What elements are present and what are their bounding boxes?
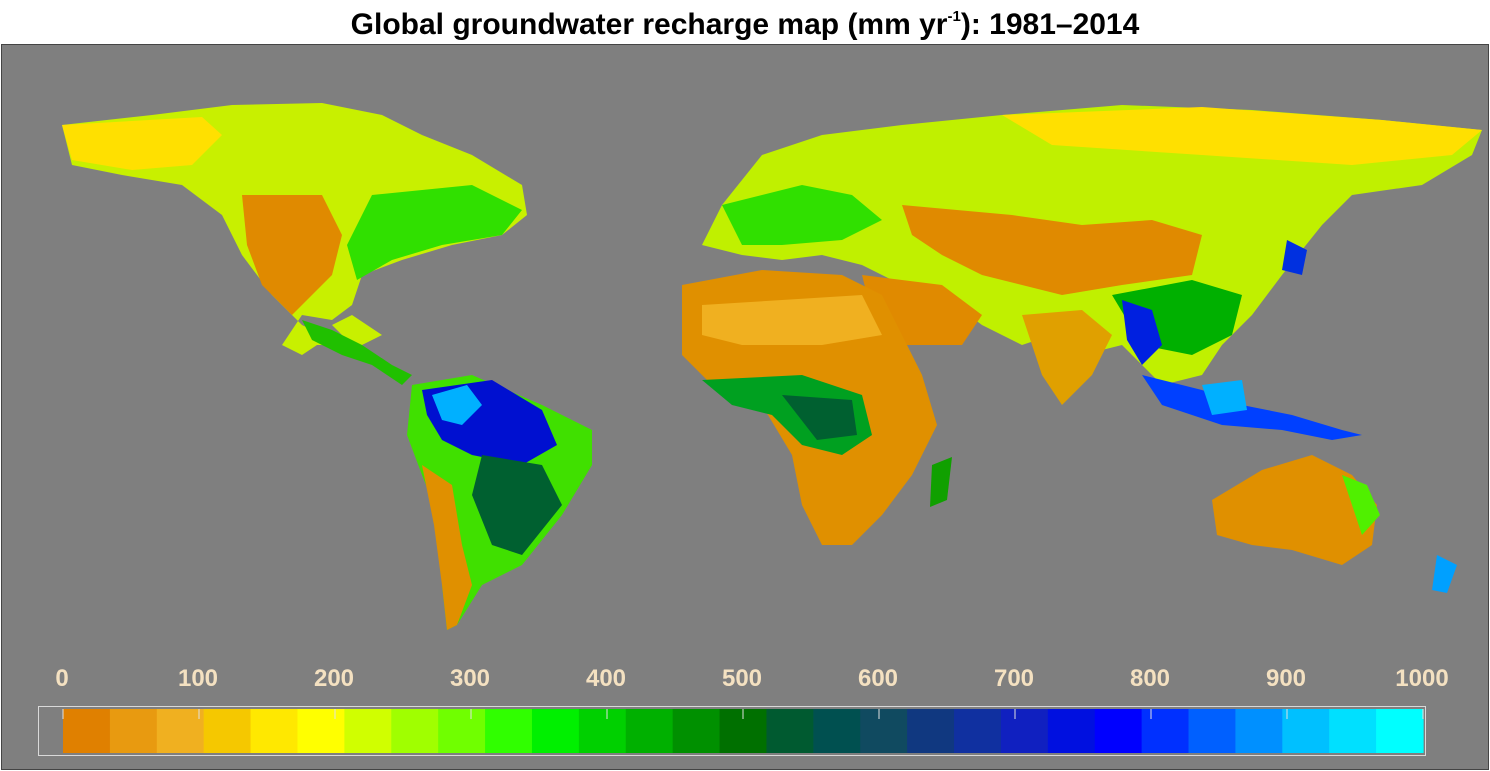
colorbar-swatch <box>578 709 627 753</box>
colorbar-swatch <box>391 709 439 753</box>
colorbar-swatch <box>1235 709 1283 753</box>
indonesia-islands <box>1142 375 1362 440</box>
title-suffix: ): 1981–2014 <box>960 8 1140 41</box>
colorbar-tick-label: 400 <box>585 665 627 692</box>
colorbar-swatch <box>766 709 814 753</box>
colorbar-swatch <box>1329 709 1377 753</box>
colorbar-swatch <box>1047 709 1096 753</box>
sahara-light <box>702 295 882 345</box>
madagascar <box>930 457 952 507</box>
australia-landmass <box>1212 455 1377 565</box>
title-text: Global groundwater recharge map (mm yr <box>350 8 948 41</box>
colorbar <box>38 706 1426 756</box>
colorbar-swatch <box>438 709 486 753</box>
colorbar-swatch <box>297 709 345 753</box>
colorbar-tick-label: 800 <box>1129 665 1171 692</box>
borneo-cyan <box>1202 380 1247 415</box>
colorbar-swatch <box>1141 709 1190 753</box>
new-zealand <box>1432 555 1457 593</box>
colorbar-tick-label: 900 <box>1265 665 1307 692</box>
south-america-south <box>422 465 472 630</box>
colorbar-tick-label: 700 <box>993 665 1035 692</box>
colorbar-gradient <box>62 709 1424 753</box>
map-panel <box>1 44 1489 770</box>
colorbar-tick-label: 1000 <box>1395 665 1449 692</box>
land-masses <box>62 103 1482 630</box>
colorbar-tick-label: 0 <box>55 665 69 692</box>
colorbar-tick-label: 200 <box>313 665 355 692</box>
japan <box>1282 240 1307 275</box>
colorbar-swatch <box>1282 709 1330 753</box>
north-america-east-green <box>347 185 522 280</box>
title-unit-superscript: -1 <box>947 8 961 25</box>
colorbar-swatch <box>109 709 158 753</box>
colorbar-swatch <box>1188 709 1237 753</box>
siberia-yellow <box>1002 107 1482 165</box>
colorbar-tick-label: 300 <box>449 665 491 692</box>
colorbar-swatch <box>531 709 580 753</box>
brazil-green <box>472 455 562 555</box>
colorbar-swatch <box>860 709 908 753</box>
europe-green <box>722 185 882 245</box>
colorbar-swatch <box>672 709 721 753</box>
colorbar-swatch <box>625 709 674 753</box>
colorbar-swatch <box>344 709 392 753</box>
colorbar-tick-label: 500 <box>721 665 763 692</box>
colorbar-swatch <box>156 709 205 753</box>
north-america-desert <box>242 195 342 315</box>
colorbar-swatch <box>1000 709 1049 753</box>
colorbar-tick-label: 100 <box>177 665 219 692</box>
colorbar-swatch <box>250 709 299 753</box>
india <box>1022 310 1112 405</box>
colorbar-tick-label: 600 <box>857 665 899 692</box>
amazon-light-blue <box>432 385 482 425</box>
congo-dark <box>782 395 857 440</box>
asia-desert <box>902 205 1202 295</box>
australia-east-green <box>1342 475 1380 535</box>
colorbar-swatch <box>203 709 252 753</box>
world-recharge-map <box>62 103 1482 630</box>
canada-yellow <box>62 117 222 170</box>
colorbar-swatch <box>485 709 533 753</box>
colorbar-swatch <box>1094 709 1143 753</box>
southeast-asia-blue <box>1122 300 1162 365</box>
colorbar-swatch <box>954 709 1002 753</box>
colorbar-swatch <box>63 709 111 753</box>
colorbar-swatch <box>907 709 955 753</box>
map-title: Global groundwater recharge map (mm yr-1… <box>0 0 1490 41</box>
colorbar-tick-labels: 0 100 200 300 400 500 600 700 800 900 1000 <box>0 665 1490 705</box>
colorbar-swatch <box>1376 709 1424 753</box>
colorbar-swatch <box>813 709 861 753</box>
central-america-landmass <box>302 320 412 385</box>
